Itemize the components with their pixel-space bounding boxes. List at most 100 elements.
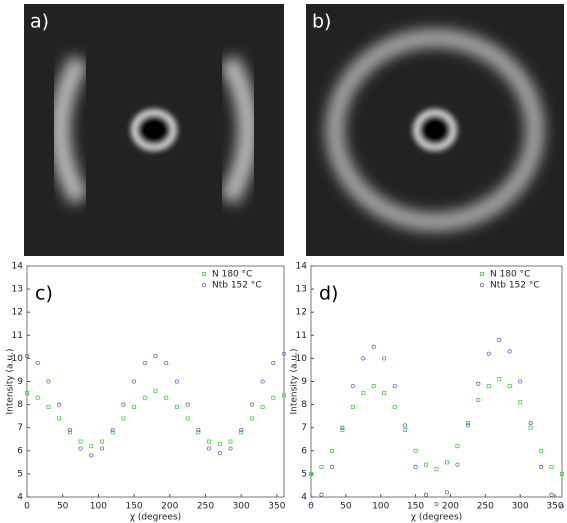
point [78, 439, 83, 444]
point [444, 490, 450, 495]
point [340, 428, 345, 432]
point [249, 402, 254, 407]
point [486, 351, 491, 356]
point [424, 462, 428, 467]
x-tick-label: 150 [125, 502, 142, 512]
point [196, 427, 201, 433]
y-tick-label: 11 [296, 331, 307, 341]
point [174, 404, 179, 409]
x-tick-label: 300 [233, 502, 250, 512]
x-tick-label: 350 [268, 502, 285, 512]
plot-area [310, 265, 563, 498]
point [217, 441, 222, 446]
point [371, 344, 376, 349]
legend-marker [479, 282, 485, 288]
point [445, 460, 449, 465]
y-tick-label: 4 [301, 493, 307, 503]
y-tick-label: 5 [17, 469, 23, 479]
point [497, 337, 502, 342]
point [185, 402, 190, 407]
x-tick-label: 100 [90, 502, 107, 512]
point [228, 439, 233, 444]
point [164, 360, 169, 366]
x-tick-label: 350 [546, 502, 563, 512]
x-axis-label: χ (degrees) [130, 513, 181, 523]
y-axis-label: Intensity (a.u.) [290, 349, 300, 415]
point [434, 501, 439, 506]
point [319, 492, 324, 497]
y-tick-label: 8 [301, 400, 307, 410]
panel-label: d) [319, 283, 338, 305]
y-tick-label: 10 [12, 354, 24, 364]
point [46, 404, 51, 409]
x-tick-label: 0 [24, 502, 30, 512]
point [260, 404, 265, 409]
panel-label: c) [35, 283, 53, 305]
x-tick-label: 100 [372, 502, 389, 512]
x-tick-label: 250 [197, 502, 214, 512]
point [217, 451, 222, 456]
y-tick-label: 10 [296, 354, 308, 364]
point [121, 402, 126, 407]
plot-area [26, 265, 285, 498]
point [413, 448, 418, 453]
point [507, 349, 512, 354]
point [57, 416, 62, 421]
point [99, 446, 105, 451]
point [361, 391, 366, 396]
point [110, 427, 115, 433]
point [413, 464, 418, 470]
point [239, 427, 244, 433]
point [207, 439, 211, 444]
point [196, 430, 201, 435]
point [455, 462, 460, 467]
point [528, 421, 533, 426]
x-tick-label: 300 [512, 502, 529, 512]
point [308, 504, 314, 509]
x-tick-label: 0 [308, 502, 314, 512]
point [35, 395, 40, 400]
point [403, 423, 408, 428]
point [434, 467, 439, 472]
point [392, 404, 397, 409]
point [89, 444, 94, 449]
point [25, 391, 29, 396]
point [281, 351, 287, 356]
point [153, 354, 158, 359]
point [528, 425, 533, 430]
point [549, 465, 554, 469]
x-tick-label: 200 [161, 502, 178, 512]
x-tick-label: 250 [477, 502, 494, 512]
point [78, 446, 83, 451]
x-tick-label: 50 [340, 502, 352, 512]
y-tick-label: 14 [296, 262, 308, 272]
y-tick-label: 8 [17, 400, 23, 410]
point [142, 360, 147, 366]
point [164, 395, 169, 400]
point [455, 444, 460, 449]
y-tick-label: 13 [12, 285, 23, 295]
point [309, 471, 313, 476]
point [382, 356, 387, 361]
y-tick-label: 6 [301, 446, 307, 456]
point [507, 384, 512, 389]
point [518, 379, 523, 384]
point [89, 453, 94, 458]
legend-label: N 180 °C [490, 270, 530, 280]
point [121, 416, 126, 421]
y-tick-label: 4 [17, 493, 23, 503]
point [282, 393, 286, 398]
point [559, 504, 565, 509]
x-tick-label: 150 [407, 502, 424, 512]
point [35, 360, 40, 366]
legend-marker [201, 282, 207, 288]
point [142, 395, 147, 400]
image-label: a) [30, 11, 49, 33]
y-tick-label: 5 [301, 469, 307, 479]
y-tick-label: 12 [296, 308, 307, 318]
point [100, 439, 104, 444]
point [67, 430, 72, 435]
point [382, 391, 387, 396]
point [350, 404, 355, 409]
